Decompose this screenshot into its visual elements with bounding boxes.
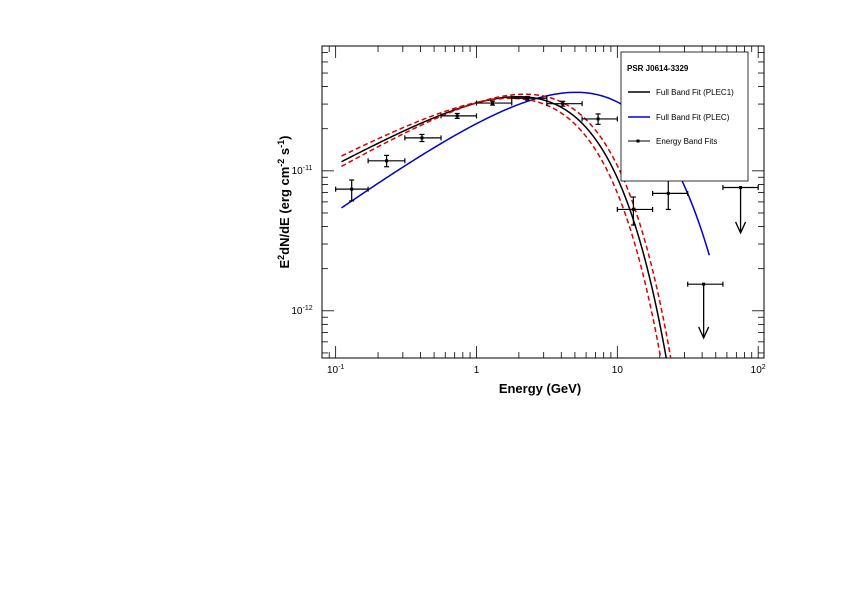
data-point — [511, 95, 548, 101]
data-point — [335, 179, 369, 202]
y-tick-label: 10-12 — [291, 305, 312, 317]
data-point — [404, 133, 442, 143]
x-tick-label: 102 — [751, 364, 766, 376]
upper-limit — [722, 185, 759, 235]
data-point — [616, 196, 654, 226]
legend-title: PSR J0614-3329 — [627, 64, 689, 73]
y-tick-labels: 10-12 10-11 — [291, 165, 312, 317]
legend: PSR J0614-3329 Full Band Fit (PLEC1) Ful… — [620, 51, 749, 182]
x-tick-label: 10-1 — [327, 364, 344, 376]
data-point — [546, 100, 583, 107]
curve-band-lower — [341, 97, 662, 358]
axis-ticks — [321, 46, 764, 358]
x-tick-label: 10 — [612, 365, 624, 376]
energy-band-points — [335, 95, 759, 340]
legend-swatch-bands-marker — [636, 139, 640, 143]
x-tick-labels: 10-1 1 10 102 — [327, 364, 766, 376]
legend-label-bands: Energy Band Fits — [656, 137, 717, 146]
curve-plec1 — [341, 95, 667, 358]
data-point — [581, 113, 618, 125]
upper-limit — [687, 281, 724, 340]
y-tick-label: 10-11 — [292, 165, 313, 177]
x-tick-label: 1 — [474, 365, 480, 376]
data-point — [367, 154, 406, 168]
data-point — [475, 100, 513, 106]
data-point — [440, 112, 478, 120]
legend-label-plec: Full Band Fit (PLEC) — [656, 113, 730, 122]
legend-label-plec1: Full Band Fit (PLEC1) — [656, 88, 734, 97]
x-axis-title: Energy (GeV) — [499, 381, 581, 396]
y-axis-title: E2dN/dE (erg cm-2 s-1) — [276, 135, 292, 268]
